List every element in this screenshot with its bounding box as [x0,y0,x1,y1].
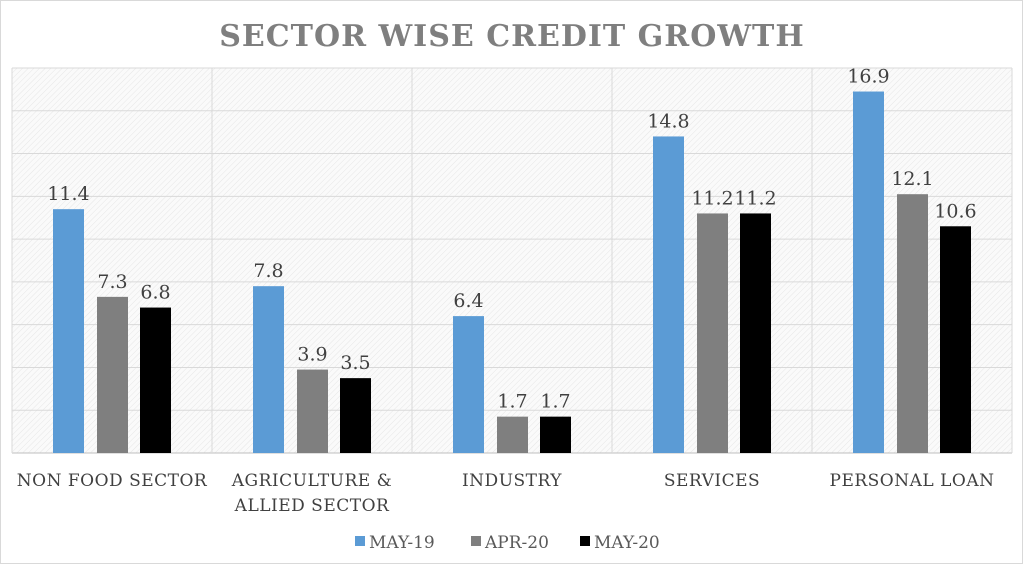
data-label: 10.6 [934,200,976,222]
bar-apr-20-2 [497,416,528,453]
data-label: 1.7 [540,391,570,413]
bar-apr-20-3 [697,213,728,453]
category-label: AGRICULTURE & [231,471,393,491]
bar-may-19-2 [453,316,484,453]
data-label: 6.4 [453,290,483,312]
category-label: SERVICES [664,471,760,491]
data-label: 1.7 [497,391,527,413]
chart-title: SECTOR WISE CREDIT GROWTH [219,19,804,54]
bar-may-19-1 [253,286,284,453]
data-label: 12.1 [891,168,933,190]
bar-may-20-1 [340,378,371,453]
bar-may-19-3 [653,136,684,453]
data-label: 3.5 [340,352,370,374]
bar-may-20-3 [740,213,771,453]
legend-swatch [471,536,481,546]
bar-apr-20-0 [97,296,128,453]
legend-swatch [580,536,590,546]
category-label: ALLIED SECTOR [234,496,390,516]
data-label: 16.9 [847,66,889,88]
category-label: INDUSTRY [462,471,562,491]
legend-label: MAY-19 [369,533,435,553]
data-label: 3.9 [297,344,327,366]
plot-area [12,68,1012,453]
legend-label: MAY-20 [594,533,660,553]
bar-apr-20-1 [297,369,328,453]
data-label: 6.8 [140,282,170,304]
data-label: 7.3 [97,271,127,293]
legend-label: APR-20 [484,533,549,553]
category-label: NON FOOD SECTOR [17,471,208,491]
bar-may-19-0 [53,209,84,453]
bar-may-20-4 [940,226,971,453]
legend-swatch [355,536,365,546]
bar-may-20-0 [140,307,171,453]
data-label: 14.8 [647,110,689,132]
bar-may-20-2 [540,416,571,453]
data-label: 11.2 [734,187,776,209]
data-label: 7.8 [253,260,283,282]
bar-apr-20-4 [897,194,928,453]
category-label: PERSONAL LOAN [830,471,995,491]
bar-may-19-4 [853,91,884,454]
data-label: 11.4 [47,183,89,205]
data-label: 11.2 [691,187,733,209]
